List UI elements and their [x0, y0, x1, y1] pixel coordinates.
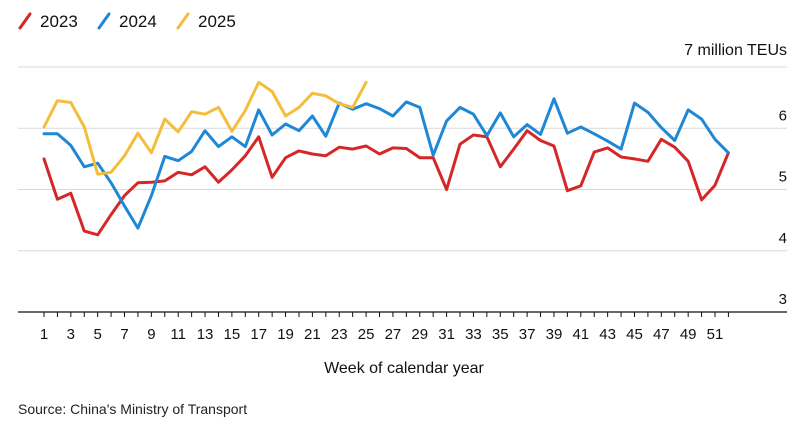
x-tick-label: 21 — [304, 326, 321, 343]
x-tick-label: 35 — [492, 326, 509, 343]
legend-label-2024: 2024 — [119, 12, 157, 31]
x-tick-label: 39 — [546, 326, 563, 343]
x-tick-label: 33 — [465, 326, 482, 343]
x-tick-label: 5 — [94, 326, 102, 343]
y-tick-label: 4 — [779, 230, 787, 247]
series-line-2025 — [42, 80, 368, 176]
x-tick-label: 25 — [358, 326, 375, 343]
x-tick-label: 13 — [197, 326, 214, 343]
x-tick-label: 31 — [438, 326, 455, 343]
unit-label: 7 million TEUs — [684, 42, 787, 59]
x-tick-label: 29 — [411, 326, 428, 343]
x-tick-label: 27 — [385, 326, 402, 343]
y-tick-label: 6 — [779, 107, 787, 124]
x-axis: 1 3 5 7 9 11 13 15 17 19 21 23 25 27 29 31 33 35 37 39 41 43 4… — [18, 311, 787, 343]
x-tick-label: 7 — [120, 326, 128, 343]
x-tick-label: 45 — [626, 326, 643, 343]
legend-swatch-2024 — [97, 12, 111, 30]
x-tick-label: 11 — [170, 326, 186, 343]
x-tick-label: 23 — [331, 326, 348, 343]
legend-label-2023: 2023 — [40, 12, 78, 31]
grid-lines — [18, 66, 787, 252]
series-line-2024 — [42, 97, 730, 230]
x-tick-label: 43 — [599, 326, 616, 343]
legend-swatch-2023 — [18, 12, 32, 30]
x-tick-label: 1 — [40, 326, 48, 343]
x-tick-label: 49 — [680, 326, 697, 343]
legend-swatch-2025 — [176, 12, 190, 30]
x-tick-label: 15 — [224, 326, 241, 343]
x-tick-label: 51 — [707, 326, 724, 343]
x-tick-label: 3 — [67, 326, 75, 343]
y-axis-labels: 3 4 5 6 — [779, 107, 787, 308]
y-tick-label: 3 — [779, 291, 787, 308]
x-tick-label: 37 — [519, 326, 536, 343]
legend-label-2025: 2025 — [198, 12, 236, 31]
x-tick-label: 17 — [250, 326, 267, 343]
x-tick-label: 41 — [572, 326, 589, 343]
y-tick-label: 5 — [779, 169, 787, 186]
x-tick-label: 19 — [277, 326, 294, 343]
series-lines — [42, 80, 730, 237]
x-axis-title: Week of calendar year — [324, 360, 484, 377]
source-note: Source: China's Ministry of Transport — [18, 401, 247, 417]
x-tick-label: 47 — [653, 326, 670, 343]
x-tick-label: 9 — [147, 326, 155, 343]
legend: 2023 2024 2025 — [18, 12, 236, 31]
series-line-2023 — [42, 129, 730, 237]
